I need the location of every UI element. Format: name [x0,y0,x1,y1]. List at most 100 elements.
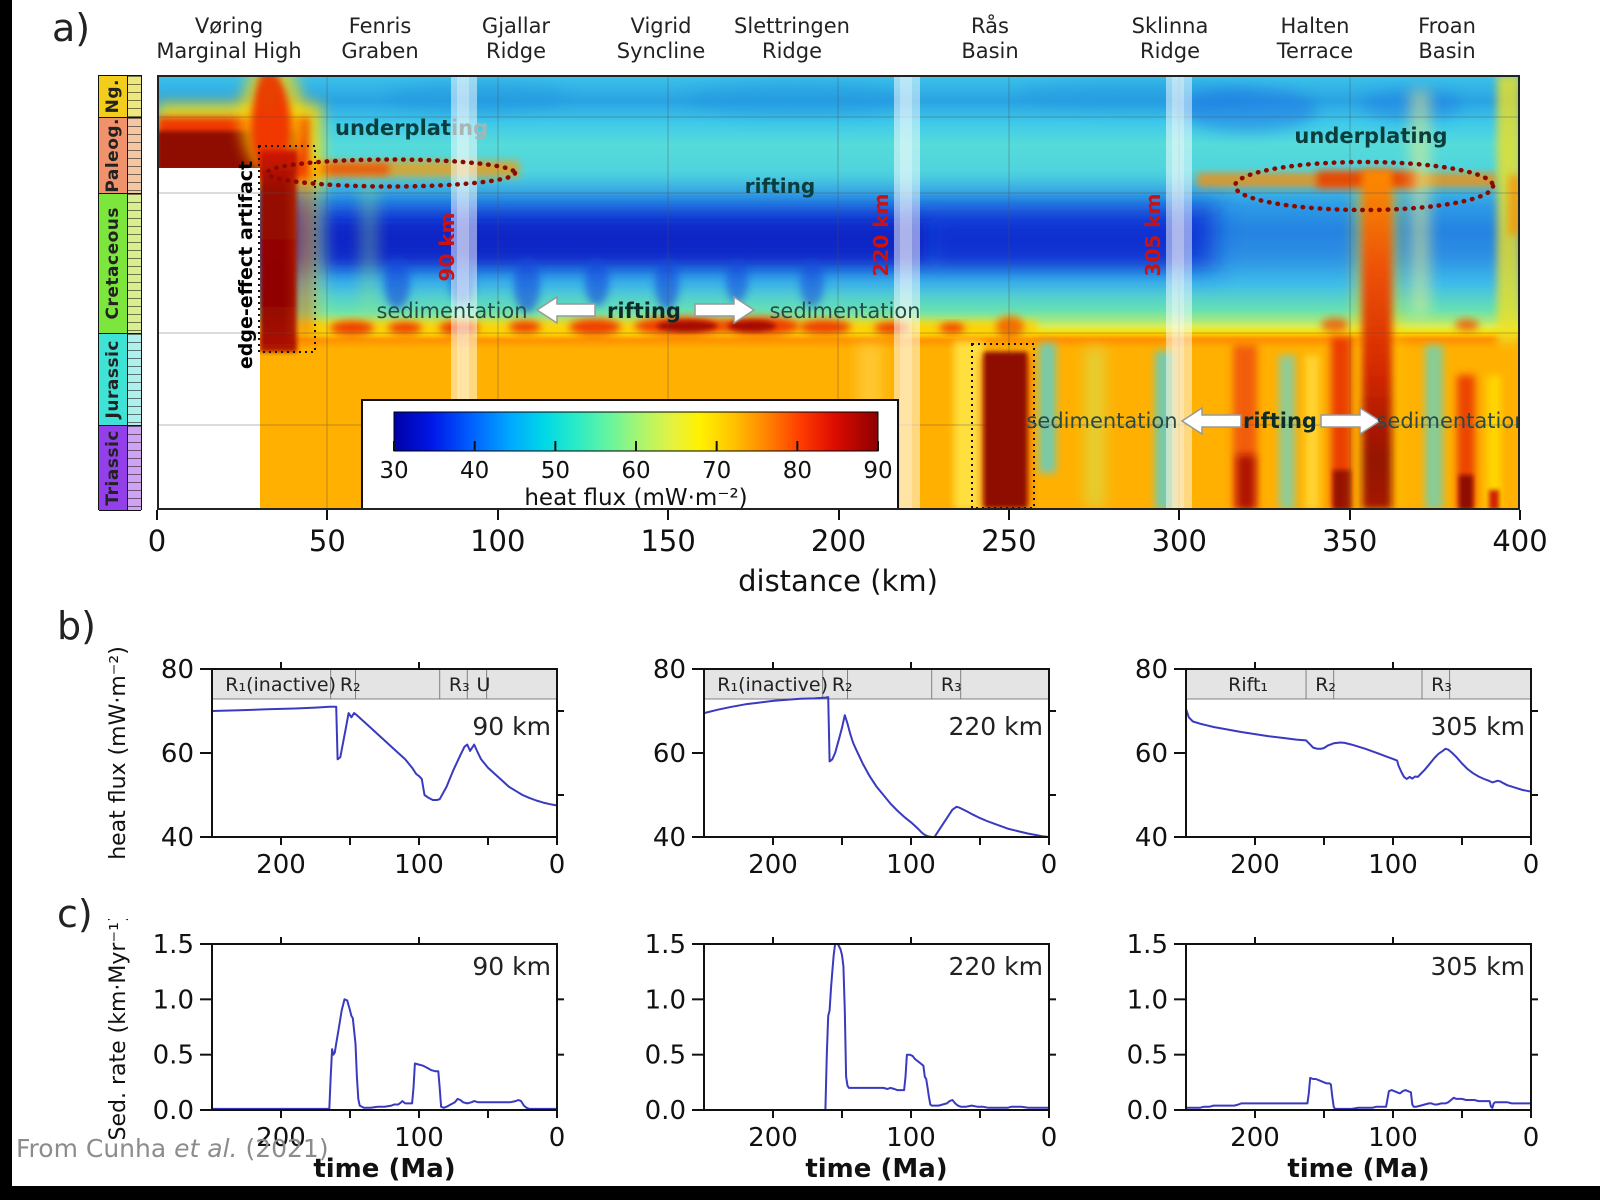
edge-effect-strip [260,150,297,352]
data-line [703,696,1050,838]
colorbar: 30 40 50 60 70 80 90 heat flux (mW·m⁻²) [361,399,899,510]
distance-axis-label: distance (km) [738,564,938,598]
rift-phase-label: R₂ [1315,674,1336,696]
y-tick-label: 1.0 [1127,985,1168,1015]
rift-phase-label: R₂ [340,674,361,696]
sedimentation-label-1: sedimentation [376,299,527,323]
bottom-border-bar [0,1186,1600,1200]
y-axis-label: Sed. rate (km·Myr⁻¹) [106,919,131,1140]
heatmap-frame [157,75,1520,510]
x-axis-label: time (Ma) [313,1154,455,1184]
underplating-label-right: underplating [1294,124,1447,148]
location-label: Slettringen Ridge [734,14,850,63]
km-label: 90 km [472,712,551,741]
stratigraphy-column: Ng. Paleog. Cretaceous Jurassic Triassic [98,75,142,511]
km-label: 220 km [949,952,1044,981]
attribution-italic: et al. [174,1134,238,1163]
strat-period-jurassic: Jurassic [99,334,141,426]
location-label: Halten Terrace [1276,14,1354,63]
y-tick-label: 1.5 [153,930,194,960]
arrow-left-icon [1180,406,1242,436]
data-line [1185,708,1532,793]
rift-phase-label: R₁(inactive) [717,674,828,696]
edge-effect-label: edge-effect artifact [235,161,257,369]
sedimentation-label-4: sedimentation [1376,409,1520,433]
heatflux-heatmap: underplating underplating rifting sedime… [157,75,1520,510]
x-tick-label: 0 [1523,1123,1540,1153]
x-tick-label: 100 [1368,850,1418,879]
distance-tick-label: 0 [147,524,167,558]
data-line [1186,1076,1531,1110]
rift-phase-label: R₁(inactive) [225,674,336,696]
rifting-label-2: rifting [1243,409,1317,433]
x-tick-label: 200 [748,1123,798,1153]
arrow-right-icon [694,295,756,325]
data-line [212,998,557,1110]
y-tick-label: 0.5 [645,1041,686,1071]
plot-frame [1185,943,1532,1111]
distance-tick [1007,510,1010,520]
data-line [211,705,558,807]
underplating-ellipse-right [1232,159,1496,213]
location-label: Vøring Marginal High [156,14,302,63]
attribution-suffix: (2021) [237,1134,329,1163]
x-tick-label: 0 [549,850,566,879]
x-tick-label: 100 [1368,1123,1418,1153]
colorbar-label: heat flux (mW·m⁻²) [524,485,747,510]
sedrate-plot-90km: 200 100 0 1.5 1.0 0.5 0.0 90 km Sed. rate (km·My… [106,919,566,1184]
distance-tick-label: 50 [308,524,346,558]
x-tick-label: 0 [549,1123,566,1153]
ras-basin-hot-column [984,352,1027,508]
profile-220km-label: 220 km [869,194,893,277]
location-label: Vigrid Syncline [616,14,706,63]
ras-basin-dotted-box [971,343,1035,509]
distance-tick-label: 150 [640,524,696,558]
attribution-prefix: From Cunha [16,1134,175,1163]
rifting-label-top: rifting [745,174,815,198]
y-tick-label: 0.0 [1127,1096,1168,1126]
strat-period-label: Cretaceous [102,207,123,320]
rifting-label-1: rifting [607,299,681,323]
profile-90km-label: 90 km [435,213,459,282]
rift-phase-band [1185,668,1532,700]
location-labels-row: Vøring Marginal High Fenris Graben Gjallar Ri… [0,14,1600,74]
heatflux-plot-220km: R₁(inactive) R₂ R₃ 200 100 0 80 60 40 220 km [653,655,1057,879]
x-axis-label: time (Ma) [1287,1154,1429,1184]
sedrate-plot-305km: 200 100 0 1.5 1.0 0.5 0.0 305 km time (Ma) [1127,930,1540,1184]
sedrate-plot-220km: 200 100 0 1.5 1.0 0.5 0.0 220 km time (Ma) [645,930,1058,1184]
strat-period-label: Triassic [102,430,123,506]
distance-tick [326,510,329,520]
strat-period-paleog: Paleog. [99,118,141,194]
y-tick-label: 1.0 [153,985,194,1015]
y-tick-label: 80 [1135,655,1168,685]
sedimentation-label-2: sedimentation [769,299,920,323]
arrow-right-icon [1320,406,1382,436]
x-axis-label: time (Ma) [805,1154,947,1184]
x-tick-label: 100 [394,1123,444,1153]
y-tick-label: 40 [161,823,194,853]
panel-b-label: b) [57,604,96,648]
distance-tick [156,510,158,520]
distance-axis: distance (km) 0 50 100 150 200 250 300 350 400 [148,510,1548,605]
x-tick-label: 200 [1230,1123,1280,1153]
arrow-left-icon [535,295,596,325]
strat-period-ng: Ng. [99,76,141,118]
x-tick-label: 0 [1523,850,1540,879]
location-label: Fenris Graben [341,14,419,63]
y-tick-label: 0.5 [1127,1041,1168,1071]
colorbar-tick-label: 50 [541,458,570,484]
distance-tick [1178,510,1181,520]
y-tick-label: 0.0 [645,1096,686,1126]
y-tick-label: 0.5 [153,1041,194,1071]
x-tick-label: 200 [748,850,798,879]
y-tick-label: 1.0 [645,985,686,1015]
y-tick-label: 60 [653,739,686,769]
colorbar-tick-label: 70 [702,458,731,484]
rift-phase-label: R₃ [1431,674,1452,696]
edge-effect-dotted-box [258,145,316,353]
rift-phase-label: R₃ [449,674,470,696]
distance-tick-label: 200 [810,524,867,558]
x-tick-label: 200 [256,1123,306,1153]
x-tick-label: 200 [1230,850,1280,879]
